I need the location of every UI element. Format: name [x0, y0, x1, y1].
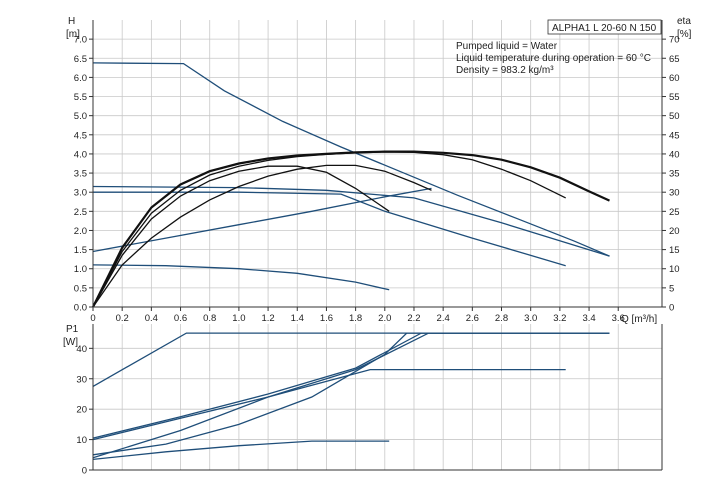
head-y-tick-label: 2.0: [74, 226, 87, 237]
eta-tick-label: 60: [669, 73, 680, 84]
flow-axis-label: Q [m³/h]: [621, 314, 657, 325]
x-tick-label: 0.2: [116, 313, 129, 324]
head-y-tick-label: 1.5: [74, 245, 87, 256]
head-series-7-line: [92, 151, 566, 308]
x-tick-label: 1.0: [232, 313, 245, 324]
power-axis-unit: [W]: [63, 337, 78, 348]
x-tick-label: 1.8: [349, 313, 362, 324]
title-box: [547, 19, 662, 35]
eta-tick-label: 35: [669, 169, 680, 180]
eta-tick-label: 45: [669, 130, 680, 141]
head-series-4-line: [92, 187, 432, 253]
head-y-tick-label: 4.5: [74, 130, 87, 141]
x-tick-label: 2.0: [378, 313, 391, 324]
eta-tick-label: 50: [669, 111, 680, 122]
power-axis-title: P1: [66, 324, 79, 335]
grid-layer: [92, 20, 662, 471]
series-layer: [92, 62, 610, 461]
head-y-tick-label: 5.0: [74, 111, 87, 122]
head-y-tick-label: 1.0: [74, 264, 87, 275]
eta-tick-label: 25: [669, 207, 680, 218]
x-tick-label: 0.8: [203, 313, 216, 324]
head-y-tick-label: 3.0: [74, 188, 87, 199]
head-y-tick-label: 5.5: [74, 92, 87, 103]
x-tick-label: 2.4: [437, 313, 450, 324]
eta-tick-label: 0: [669, 303, 674, 314]
head-y-tick-label: 7.0: [74, 35, 87, 46]
power-y-tick-label: 0: [82, 466, 87, 477]
eta-tick-label: 15: [669, 245, 680, 256]
power-y-tick-label: 20: [76, 405, 87, 416]
head-series-2-line: [92, 185, 610, 257]
head-series-3-line: [93, 191, 566, 267]
x-tick-label: 3.6: [612, 313, 625, 324]
eta-axis-title: eta: [677, 16, 691, 27]
eta-tick-label: 70: [669, 35, 680, 46]
x-tick-label: 2.8: [495, 313, 508, 324]
head-y-tick-label: 4.0: [74, 149, 87, 160]
head-series-9-line: [92, 164, 432, 308]
head-y-tick-label: 0.5: [74, 283, 87, 294]
head-series-1-line: [92, 62, 610, 257]
x-tick-label: 3.4: [582, 313, 595, 324]
power-series-5-line: [92, 368, 566, 459]
x-tick-label: 3.0: [524, 313, 537, 324]
power-y-tick-label: 30: [76, 374, 87, 385]
eta-tick-label: 5: [669, 283, 674, 294]
note-density: Density = 983.2 kg/m³: [456, 65, 554, 76]
head-series-6-line: [92, 150, 610, 308]
head-axis-title: H: [68, 16, 75, 27]
x-tick-label: 1.4: [291, 313, 304, 324]
head-y-tick-label: 6.5: [74, 54, 87, 65]
note-liquid-temperature: Liquid temperature during operation = 60…: [456, 53, 651, 64]
chart-title: ALPHA1 L 20-60 N 150: [552, 23, 657, 34]
power-series-4-line: [92, 332, 610, 456]
eta-tick-label: 55: [669, 92, 680, 103]
head-series-8-line: [92, 165, 390, 308]
power-y-tick-label: 40: [76, 344, 87, 355]
axes-layer: 0 0.2 0.4 0.6 0.8 1.0 1.2 1.4 1.6 1.8 2.0 2.2 2.4 2.6…: [74, 20, 680, 477]
text-layer: H [m] eta [%] Q [m³/h] P1 [W] ALPHA1 L 2…: [63, 16, 692, 348]
x-tick-label: 2.6: [466, 313, 479, 324]
x-tick-label: 0: [90, 313, 95, 324]
power-series-3-line: [92, 332, 610, 441]
head-y-tick-label: 0.0: [74, 303, 87, 314]
x-tick-label: 3.2: [553, 313, 566, 324]
head-series-5-line: [92, 264, 390, 291]
head-y-tick-label: 3.5: [74, 169, 87, 180]
eta-tick-label: 10: [669, 264, 680, 275]
eta-tick-label: 40: [669, 149, 680, 160]
power-series-6-line: [92, 440, 390, 461]
head-y-tick-label: 2.5: [74, 207, 87, 218]
eta-axis-unit: [%]: [677, 29, 692, 40]
eta-tick-label: 30: [669, 188, 680, 199]
eta-tick-label: 20: [669, 226, 680, 237]
head-axis-unit: [m]: [66, 29, 80, 40]
x-tick-label: 1.6: [320, 313, 333, 324]
x-tick-label: 2.2: [407, 313, 420, 324]
eta-tick-label: 65: [669, 54, 680, 65]
x-tick-label: 0.6: [174, 313, 187, 324]
x-tick-label: 0.4: [145, 313, 158, 324]
power-series-2-line: [92, 332, 610, 439]
note-pumped-liquid: Pumped liquid = Water: [456, 41, 558, 52]
x-tick-label: 1.2: [261, 313, 274, 324]
head-y-tick-label: 6.0: [74, 73, 87, 84]
power-y-tick-label: 10: [76, 435, 87, 446]
